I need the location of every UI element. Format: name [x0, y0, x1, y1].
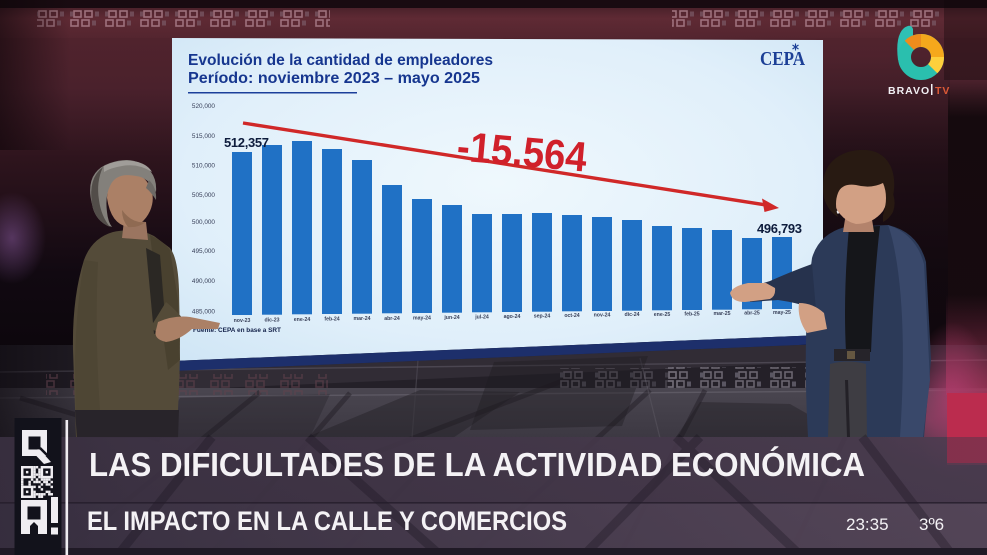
- svg-text:TV: TV: [935, 85, 950, 97]
- svg-text:sep-24: sep-24: [534, 314, 551, 320]
- svg-text:500,000: 500,000: [192, 219, 216, 226]
- svg-text:496,793: 496,793: [757, 221, 802, 236]
- svg-text:Evolución de la cantidad de em: Evolución de la cantidad de empleadores: [188, 52, 493, 69]
- svg-text:485,000: 485,000: [192, 309, 216, 316]
- svg-text:mar-24: mar-24: [353, 316, 370, 322]
- svg-text:512,357: 512,357: [224, 135, 269, 150]
- svg-text:EL IMPACTO EN LA CALLE Y COMER: EL IMPACTO EN LA CALLE Y COMERCIOS: [87, 506, 567, 536]
- svg-text:jul-24: jul-24: [474, 314, 489, 320]
- svg-text:Período: noviembre 2023 – mayo: Período: noviembre 2023 – mayo 2025: [188, 70, 480, 87]
- svg-text:nov-23: nov-23: [234, 318, 251, 324]
- svg-text:oct-24: oct-24: [564, 313, 579, 319]
- svg-text:Fuente: CEPA en base a SRT: Fuente: CEPA en base a SRT: [193, 327, 281, 334]
- svg-text:505,000: 505,000: [192, 192, 216, 199]
- svg-text:ene-25: ene-25: [654, 312, 671, 318]
- svg-text:510,000: 510,000: [192, 163, 216, 170]
- svg-text:ene-24: ene-24: [294, 317, 311, 323]
- svg-text:feb-24: feb-24: [324, 317, 339, 323]
- svg-text:520,000: 520,000: [192, 103, 216, 110]
- svg-text:23:35: 23:35: [846, 515, 889, 534]
- svg-text:515,000: 515,000: [192, 133, 216, 140]
- svg-text:490,000: 490,000: [192, 278, 216, 285]
- svg-text:feb-25: feb-25: [684, 311, 699, 317]
- svg-text:nov-24: nov-24: [594, 313, 611, 319]
- svg-text:dic-23: dic-23: [265, 318, 280, 324]
- svg-text:BRAVO: BRAVO: [888, 85, 930, 97]
- svg-text:CEPA: CEPA: [760, 49, 805, 70]
- svg-text:dic-24: dic-24: [625, 312, 640, 318]
- svg-text:abr-24: abr-24: [384, 316, 400, 322]
- svg-text:3º6: 3º6: [919, 515, 944, 534]
- svg-text:ago-24: ago-24: [504, 314, 521, 320]
- svg-text:abr-25: abr-25: [744, 310, 760, 316]
- svg-text:-15.564: -15.564: [455, 122, 589, 180]
- svg-text:mar-25: mar-25: [713, 311, 730, 317]
- svg-text:495,000: 495,000: [192, 248, 216, 255]
- svg-text:may-24: may-24: [413, 315, 431, 321]
- svg-text:may-25: may-25: [773, 310, 791, 316]
- svg-text:jun-24: jun-24: [443, 315, 459, 321]
- svg-text:LAS DIFICULTADES DE LA ACTIVID: LAS DIFICULTADES DE LA ACTIVIDAD ECONÓMI…: [89, 446, 865, 483]
